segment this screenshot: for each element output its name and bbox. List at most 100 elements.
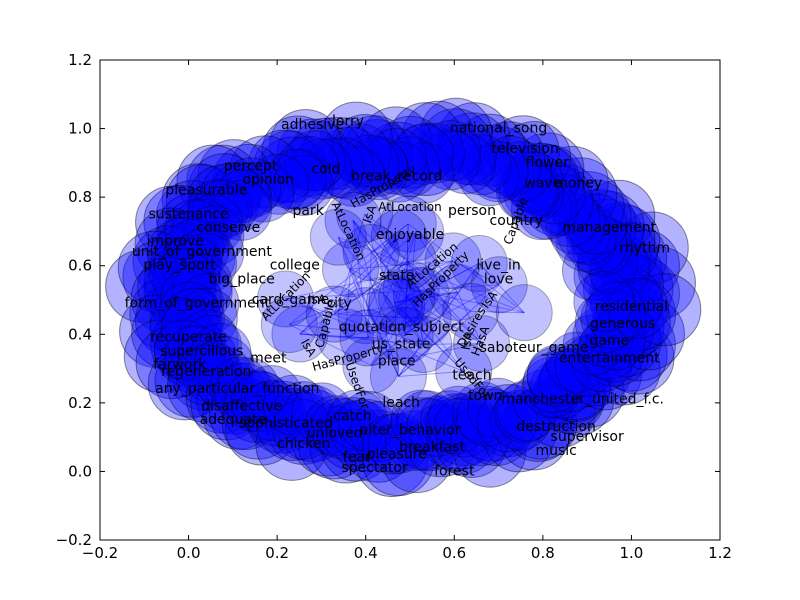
graph-node bbox=[367, 412, 429, 474]
node-label: sophisticated bbox=[239, 415, 332, 431]
graph-node bbox=[282, 384, 344, 446]
graph-edge bbox=[352, 220, 369, 339]
graph-edge bbox=[478, 263, 500, 286]
graph-edge bbox=[370, 252, 425, 345]
graph-edge bbox=[470, 310, 525, 314]
node-label: percept bbox=[224, 158, 278, 174]
node-label: chicken bbox=[277, 436, 330, 452]
graph-node bbox=[573, 270, 635, 332]
graph-node bbox=[261, 115, 335, 189]
node-label: saboteur_game bbox=[480, 340, 589, 356]
graph-node bbox=[532, 173, 594, 235]
graph-node bbox=[161, 234, 223, 296]
node-label: park bbox=[292, 203, 324, 219]
graph-node bbox=[338, 134, 400, 196]
graph-node bbox=[476, 391, 538, 453]
node-label: forest bbox=[434, 463, 475, 479]
graph-edge bbox=[410, 288, 471, 312]
graph-node bbox=[498, 161, 560, 223]
node-label: unit_of_government bbox=[132, 244, 272, 260]
y-tick-label: −0.2 bbox=[56, 531, 92, 549]
graph-node bbox=[436, 112, 510, 186]
graph-node bbox=[467, 141, 529, 203]
x-tick-label: 0.0 bbox=[177, 544, 201, 562]
graph-node bbox=[248, 153, 310, 215]
graph-node bbox=[535, 146, 609, 220]
graph-node bbox=[453, 414, 527, 488]
graph-node bbox=[130, 261, 204, 335]
x-tick-label: 0.2 bbox=[265, 544, 289, 562]
node-label: cold bbox=[311, 162, 340, 178]
graph-edge bbox=[367, 252, 372, 338]
graph-edge bbox=[299, 232, 417, 335]
graph-node bbox=[320, 401, 382, 463]
graph-node bbox=[392, 123, 454, 185]
graph-node bbox=[303, 137, 365, 199]
graph-node bbox=[201, 162, 263, 224]
graph-node bbox=[342, 336, 400, 394]
graph-edge bbox=[364, 213, 482, 344]
graph-node bbox=[529, 358, 591, 420]
graph-edge bbox=[345, 318, 424, 338]
graph-node bbox=[270, 149, 332, 211]
graph-edge bbox=[334, 313, 424, 320]
node-label: meet bbox=[250, 350, 287, 366]
node-label: national_song bbox=[450, 121, 547, 137]
graph-node bbox=[202, 376, 276, 450]
graph-node bbox=[503, 142, 577, 216]
node-label: supercilious bbox=[160, 343, 243, 359]
graph-node bbox=[218, 357, 280, 419]
graph-node bbox=[362, 413, 424, 475]
node-label: disaffective bbox=[201, 398, 282, 414]
graph-node bbox=[437, 102, 511, 176]
graph-node bbox=[522, 351, 584, 413]
node-label: big_place bbox=[209, 271, 275, 287]
graph-edge bbox=[337, 237, 367, 316]
graph-node bbox=[143, 246, 217, 320]
graph-node bbox=[538, 347, 612, 421]
node-label: catch bbox=[333, 409, 371, 425]
graph-node bbox=[143, 254, 217, 328]
graph-node bbox=[577, 313, 651, 387]
graph-node bbox=[545, 193, 607, 255]
graph-node bbox=[390, 389, 452, 451]
graph-node bbox=[187, 164, 261, 238]
graph-node bbox=[192, 346, 254, 408]
graph-edge bbox=[299, 333, 424, 345]
graph-node bbox=[155, 180, 229, 254]
graph-node bbox=[210, 162, 272, 224]
graph-node bbox=[156, 192, 230, 266]
graph-node bbox=[603, 253, 665, 315]
graph-node bbox=[526, 344, 588, 406]
graph-node bbox=[301, 117, 375, 191]
node-label: card_game bbox=[252, 292, 329, 308]
node-label: fear bbox=[343, 450, 371, 466]
graph-node bbox=[328, 398, 402, 472]
graph-node bbox=[253, 130, 327, 204]
graph-edge bbox=[345, 336, 368, 339]
graph-node bbox=[160, 267, 222, 329]
node-label: generous bbox=[590, 316, 655, 332]
graph-node bbox=[490, 140, 552, 202]
node-label: quotation_subject bbox=[339, 319, 464, 335]
graph-edge bbox=[478, 263, 525, 314]
graph-node bbox=[284, 130, 346, 192]
graph-node bbox=[193, 335, 255, 397]
graph-node bbox=[148, 223, 222, 297]
graph-edge bbox=[365, 315, 424, 320]
graph-edge bbox=[289, 324, 372, 366]
graph-node bbox=[187, 153, 261, 227]
graph-node bbox=[404, 404, 478, 478]
graph-edge bbox=[397, 263, 480, 377]
graph-node bbox=[504, 386, 578, 460]
graph-node bbox=[156, 210, 230, 284]
graph-node bbox=[558, 179, 632, 253]
graph-node bbox=[554, 335, 616, 397]
graph-node bbox=[324, 191, 382, 249]
graph-node bbox=[551, 354, 625, 428]
graph-node bbox=[589, 265, 663, 339]
graph-node bbox=[557, 203, 619, 265]
graph-edge bbox=[352, 220, 407, 298]
